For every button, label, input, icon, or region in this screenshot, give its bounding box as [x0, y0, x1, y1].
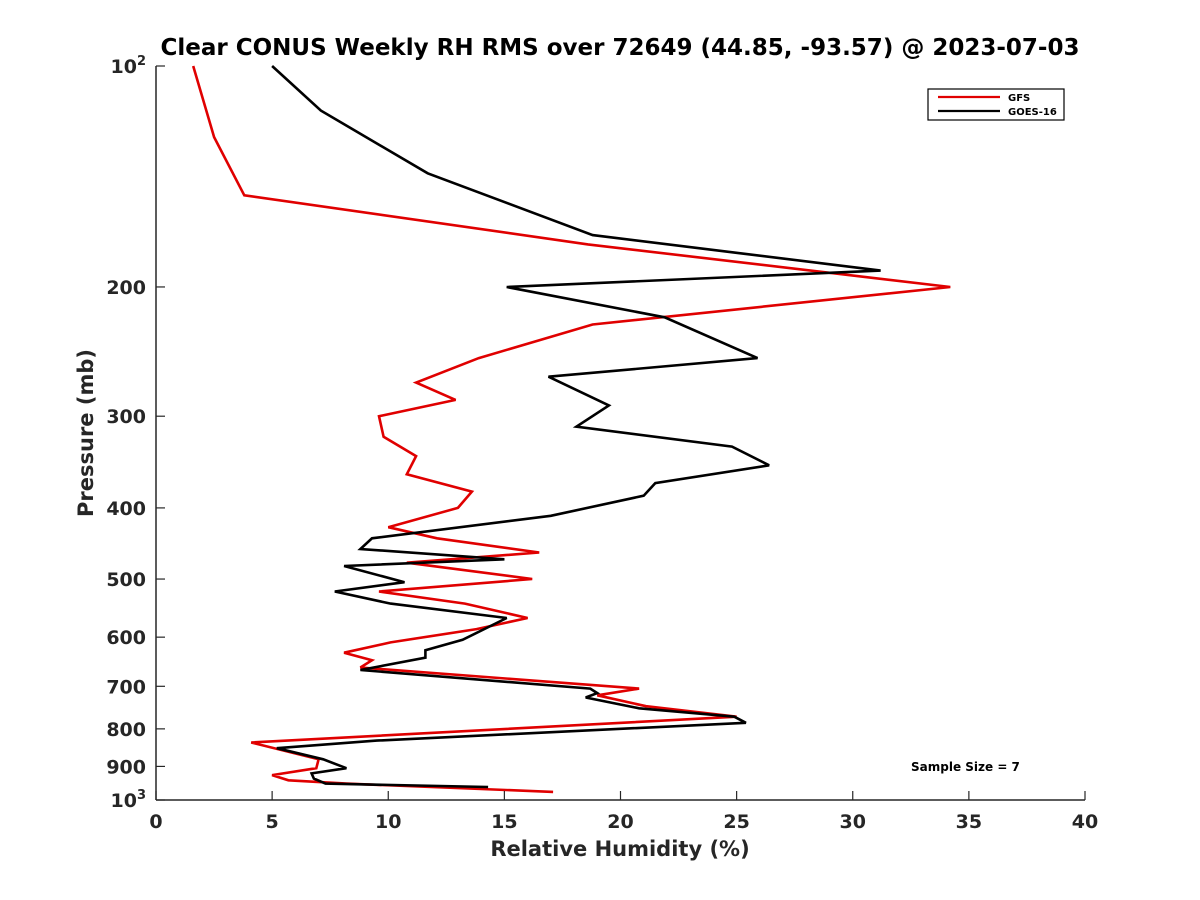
x-tick-label: 40	[1072, 811, 1098, 833]
legend-label-gfs: GFS	[1008, 93, 1030, 104]
y-tick-label: 900	[106, 756, 146, 778]
x-tick-label: 20	[607, 811, 633, 833]
legend-box	[927, 88, 1065, 121]
x-tick-label: 5	[266, 811, 279, 833]
x-tick-label: 30	[840, 811, 866, 833]
x-axis-title: Relative Humidity (%)	[490, 837, 749, 861]
y-tick-label: 800	[106, 719, 146, 741]
y-tick-label: 200	[106, 277, 146, 299]
x-tick-label: 0	[149, 811, 162, 833]
y-tick-label: 500	[106, 569, 146, 591]
x-axis-ticks: 0 5 10 15 20 25 30 35 40	[149, 791, 1098, 833]
y-tick-label: 300	[106, 406, 146, 428]
x-tick-label: 15	[491, 811, 517, 833]
legend: GFS GOES-16	[927, 88, 1065, 121]
x-tick-label: 35	[956, 811, 982, 833]
chart-title: Clear CONUS Weekly RH RMS over 72649 (44…	[161, 35, 1080, 61]
y-tick-label: 600	[106, 627, 146, 649]
y-axis-ticks: 102 200 300 400 500 600 700 800 900 103	[106, 54, 165, 812]
x-tick-label: 10	[375, 811, 401, 833]
x-tick-label: 25	[723, 811, 749, 833]
series-layer	[191, 65, 951, 794]
sample-size-annotation: Sample Size = 7	[911, 760, 1020, 774]
y-tick-label: 400	[106, 498, 146, 520]
series-line-goes-16	[271, 65, 881, 789]
y-tick-label: 102	[111, 54, 147, 78]
series-line-gfs	[191, 65, 951, 794]
legend-label-goes-16: GOES-16	[1008, 107, 1057, 118]
y-tick-label: 103	[111, 788, 147, 812]
y-tick-label: 700	[106, 676, 146, 698]
y-axis-title: Pressure (mb)	[74, 349, 98, 517]
